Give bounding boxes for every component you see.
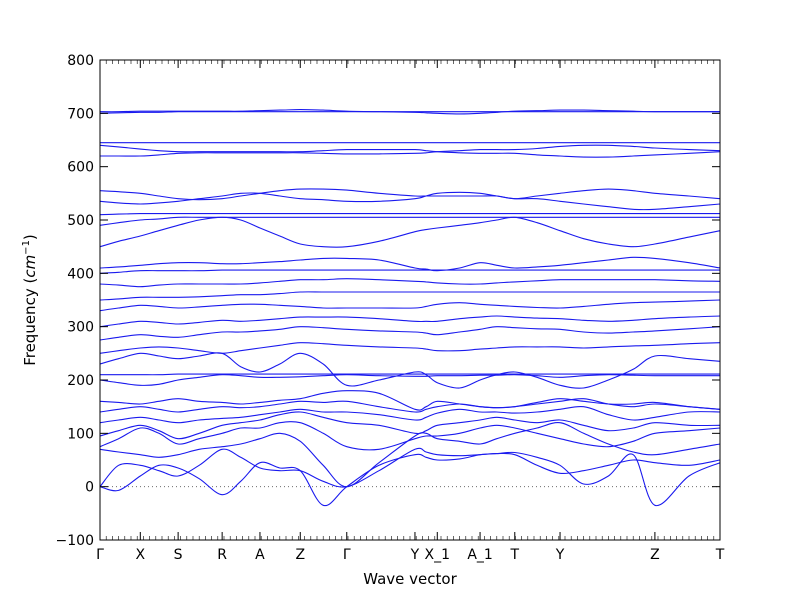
band-line-11: [99, 352, 721, 389]
x-tick-label-z-12: Z: [650, 547, 660, 563]
band-line-22: [99, 213, 720, 216]
minor-tick-marks: [99, 60, 721, 540]
kpoint-tick-marks: [99, 60, 721, 540]
band-line-24: [99, 188, 721, 201]
band-line-12: [99, 342, 721, 354]
band-line-5: [99, 411, 721, 440]
x-tick-label-y-11: Y: [555, 547, 565, 563]
x-tick-label-z-5: Z: [295, 547, 305, 563]
band-line-7: [99, 398, 721, 413]
band-line-21: [99, 216, 720, 226]
band-line-19: [99, 256, 721, 272]
y-tick-label-300: 300: [67, 320, 94, 336]
x-axis-label: Wave vector: [363, 570, 457, 588]
band-line-10: [99, 373, 720, 376]
x-tick-label--6: Γ: [343, 547, 351, 563]
y-tick-label-400: 400: [67, 266, 94, 282]
band-line-14: [99, 315, 721, 328]
band-line-1: [99, 451, 721, 507]
y-tick-label-0: 0: [85, 480, 94, 496]
band-line-13: [99, 326, 721, 341]
band-line-15: [99, 299, 721, 312]
y-tick-label-200: 200: [67, 373, 94, 389]
x-axis-kpoint-labels: Γ X S R A Z Γ Y X_1 A_1 T Y Z T: [96, 547, 725, 563]
y-tick-label-800: 800: [67, 53, 94, 69]
band-line-6: [99, 405, 721, 424]
y-tick-label-neg100: −100: [56, 533, 94, 549]
y-axis-label-unit: cm: [21, 255, 39, 278]
band-line-9: [99, 374, 720, 386]
band-line-20: [99, 216, 721, 248]
x-tick-label-t-10: T: [509, 547, 519, 563]
y-tick-label-600: 600: [67, 160, 94, 176]
x-tick-label--0: Γ: [96, 547, 104, 563]
plot-frame: [99, 59, 721, 541]
x-tick-label-s-2: S: [174, 547, 183, 563]
band-line-3: [99, 422, 721, 488]
band-line-18: [99, 269, 720, 274]
y-axis-label-unit-exponent: −1: [21, 240, 32, 255]
phonon-bands: [99, 109, 721, 507]
y-tick-label-500: 500: [67, 213, 94, 229]
band-line-8: [99, 390, 721, 411]
x-tick-label-y-7: Y: [410, 547, 420, 563]
band-line-16: [99, 291, 720, 301]
y-axis-label-text: Frequency: [21, 288, 39, 366]
x-tick-label-a-4: A: [255, 547, 265, 563]
y-tick-label-100: 100: [67, 426, 94, 442]
x-tick-label-t-13: T: [715, 547, 725, 563]
y-tick-label-700: 700: [67, 106, 94, 122]
y-axis-label: Frequency (cm−1): [21, 234, 39, 366]
band-line-4: [99, 421, 721, 451]
x-tick-label-r-3: R: [217, 547, 227, 563]
band-line-2: [99, 447, 721, 488]
x-tick-label-a1-9: A_1: [467, 547, 492, 563]
x-tick-label-x1-8: X_1: [425, 547, 451, 563]
band-line-17: [99, 278, 721, 288]
band-line-26: [99, 144, 721, 158]
band-line-25: [99, 144, 721, 157]
band-line-23: [99, 191, 721, 211]
y-axis-ticks: −100 0 100 200 300 400 500 600 700 800: [56, 53, 720, 549]
band-line-29: [99, 109, 720, 115]
x-tick-label-x-1: X: [136, 547, 146, 563]
